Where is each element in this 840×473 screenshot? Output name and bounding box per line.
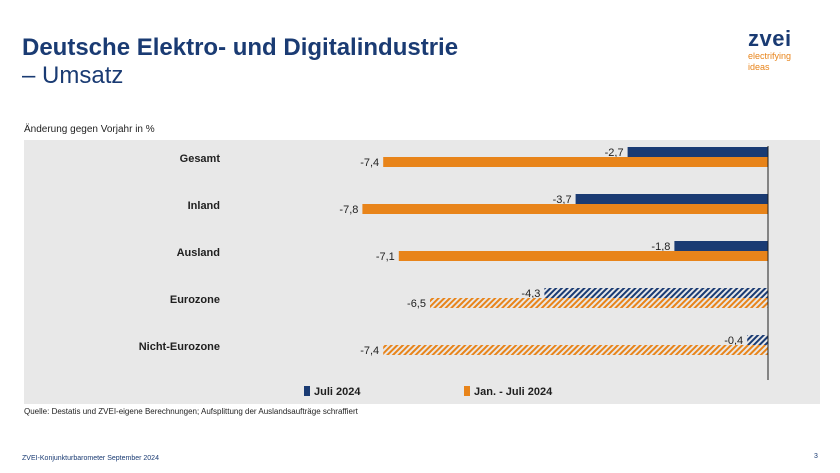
bar-jan-juli-5 xyxy=(383,345,768,355)
value-label-jan-juli-5: -7,4 xyxy=(360,345,379,357)
category-label-eurozone: Eurozone xyxy=(170,294,220,306)
zvei-logo: zvei electrifying ideas xyxy=(748,28,818,72)
page-number: 3 xyxy=(814,453,818,460)
value-label-juli-5: -0,4 xyxy=(724,335,743,347)
logo-tagline-2: ideas xyxy=(748,62,770,72)
page-subtitle: – Umsatz xyxy=(22,62,124,89)
bar-jan-juli-1 xyxy=(383,157,768,167)
bar-chart: Gesamt -2,7 -7,4 Inland -3,7 -7,8 Ausland -1,8 -… xyxy=(139,146,769,398)
category-label-gesamt: Gesamt xyxy=(180,153,221,165)
category-label-nicht-eurozone: Nicht-Eurozone xyxy=(139,341,220,353)
value-label-juli-1: -2,7 xyxy=(605,147,624,159)
legend-swatch-juli xyxy=(304,386,310,396)
bar-juli-5 xyxy=(747,335,768,345)
value-label-juli-2: -3,7 xyxy=(553,194,572,206)
logo-tagline-1: electrifying xyxy=(748,51,792,61)
bar-juli-4 xyxy=(544,288,768,298)
bar-juli-1 xyxy=(627,147,768,157)
value-label-jan-juli-4: -6,5 xyxy=(407,298,426,310)
footer-text: ZVEI-Konjunkturbarometer September 2024 xyxy=(22,455,159,462)
category-label-ausland: Ausland xyxy=(177,247,220,259)
value-label-jan-juli-3: -7,1 xyxy=(376,251,395,263)
bar-jan-juli-2 xyxy=(362,204,768,214)
chart-panel xyxy=(24,140,820,404)
bar-juli-3 xyxy=(674,241,768,251)
legend-label-jan-juli: Jan. - Juli 2024 xyxy=(474,386,553,398)
page-title: Deutsche Elektro- und Digitalindustrie xyxy=(22,34,459,61)
bar-jan-juli-4 xyxy=(430,298,768,308)
source-note: Quelle: Destatis und ZVEI-eigene Berechn… xyxy=(24,407,358,416)
category-label-inland: Inland xyxy=(188,200,220,212)
logo-wordmark: zvei xyxy=(748,26,792,51)
chart-caption: Änderung gegen Vorjahr in % xyxy=(24,124,155,135)
value-label-jan-juli-2: -7,8 xyxy=(339,204,358,216)
legend-swatch-jan-juli xyxy=(464,386,470,396)
value-label-juli-3: -1,8 xyxy=(651,241,670,253)
bar-jan-juli-3 xyxy=(398,251,768,261)
value-label-jan-juli-1: -7,4 xyxy=(360,157,379,169)
value-label-juli-4: -4,3 xyxy=(521,288,540,300)
bar-juli-2 xyxy=(575,194,768,204)
legend-label-juli: Juli 2024 xyxy=(314,386,361,398)
